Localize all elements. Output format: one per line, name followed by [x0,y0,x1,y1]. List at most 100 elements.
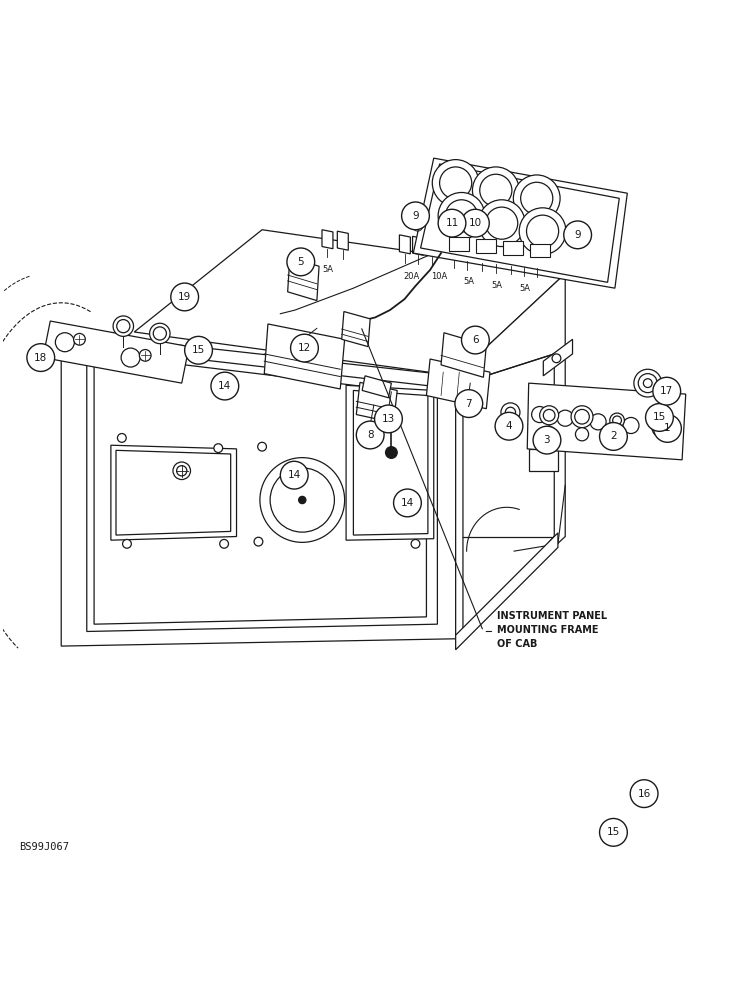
Text: 15: 15 [192,345,205,355]
Text: BS99J067: BS99J067 [19,842,69,852]
Circle shape [439,167,472,199]
Text: INSTRUMENT PANEL
MOUNTING FRAME
OF CAB: INSTRUMENT PANEL MOUNTING FRAME OF CAB [497,611,606,649]
Circle shape [117,320,130,333]
Polygon shape [531,249,542,268]
Circle shape [531,407,548,423]
Polygon shape [94,354,426,624]
Circle shape [520,182,553,214]
Polygon shape [426,359,490,409]
Circle shape [394,489,421,517]
Circle shape [438,209,466,237]
Circle shape [185,336,213,364]
Circle shape [411,539,420,548]
Circle shape [55,333,74,352]
Polygon shape [264,324,344,389]
Text: 5A: 5A [520,284,531,293]
Polygon shape [353,390,428,535]
Circle shape [402,202,429,230]
Circle shape [445,200,478,232]
Circle shape [27,344,54,371]
Polygon shape [61,332,456,646]
Circle shape [495,412,523,440]
Circle shape [386,447,397,458]
Text: 12: 12 [298,343,311,353]
Text: 14: 14 [288,470,301,480]
Polygon shape [463,354,554,639]
Text: 19: 19 [178,292,191,302]
Text: 5A: 5A [463,277,474,286]
Circle shape [623,417,639,434]
Polygon shape [346,385,434,540]
Circle shape [576,428,589,441]
Circle shape [564,221,592,249]
Circle shape [533,426,561,454]
FancyBboxPatch shape [449,237,469,251]
Circle shape [634,369,662,397]
Polygon shape [441,333,486,377]
Polygon shape [461,242,473,261]
Polygon shape [43,321,189,383]
Text: 11: 11 [445,218,459,228]
Circle shape [149,323,170,344]
FancyBboxPatch shape [476,239,496,253]
Text: 5: 5 [297,257,304,267]
Circle shape [610,413,624,428]
Circle shape [612,416,621,425]
Circle shape [260,458,344,542]
Text: 17: 17 [660,386,673,396]
Polygon shape [356,382,397,423]
Circle shape [643,379,652,388]
Circle shape [432,160,479,206]
Circle shape [177,466,187,476]
Circle shape [121,348,140,367]
Polygon shape [414,158,627,288]
Polygon shape [543,339,573,376]
Circle shape [455,390,483,417]
Text: 8: 8 [367,430,373,440]
Polygon shape [528,434,558,471]
Circle shape [645,404,673,431]
Polygon shape [362,376,392,398]
Polygon shape [413,236,423,255]
Circle shape [254,537,263,546]
Polygon shape [456,533,558,650]
Text: 15: 15 [606,827,620,837]
Circle shape [461,326,489,354]
Circle shape [590,414,606,430]
Circle shape [118,434,126,442]
Circle shape [287,248,315,276]
Polygon shape [134,230,565,376]
Polygon shape [400,235,411,254]
Circle shape [280,461,308,489]
Polygon shape [420,164,619,282]
Circle shape [258,442,266,451]
Circle shape [173,462,191,480]
Circle shape [438,192,485,239]
Circle shape [557,410,573,426]
Circle shape [630,780,658,808]
Polygon shape [342,312,370,347]
Text: 9: 9 [574,230,581,240]
Circle shape [473,167,519,214]
Circle shape [513,175,560,222]
Circle shape [543,409,555,421]
Polygon shape [518,248,529,267]
Text: 14: 14 [218,381,231,391]
Circle shape [139,350,151,361]
Circle shape [654,415,682,442]
Circle shape [486,207,517,239]
Circle shape [211,372,238,400]
Circle shape [375,405,403,433]
Circle shape [654,408,667,421]
Circle shape [552,354,561,363]
Circle shape [600,818,627,846]
Circle shape [652,420,668,436]
Text: 16: 16 [637,789,651,799]
Polygon shape [491,245,502,264]
Circle shape [526,215,559,247]
Text: 10: 10 [469,218,482,228]
Polygon shape [322,230,333,249]
Text: 3: 3 [544,435,551,445]
Circle shape [461,209,489,237]
Polygon shape [337,231,348,250]
